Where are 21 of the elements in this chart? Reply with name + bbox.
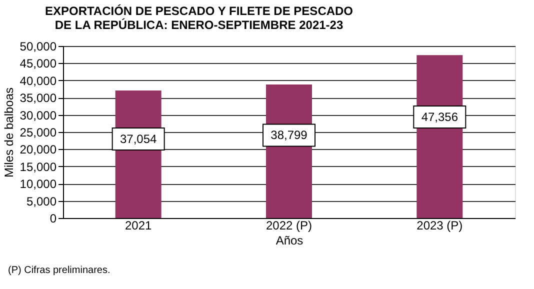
y-tick-label: 25,000 [20, 126, 57, 140]
y-tick-label: 30,000 [20, 108, 57, 122]
y-tick-label: 45,000 [20, 56, 57, 71]
y-tick-label: 10,000 [20, 177, 57, 192]
x-axis-title: Años [276, 234, 304, 248]
x-tick-label: 2022 (P) [266, 218, 312, 232]
y-tick-label: 40,000 [20, 74, 57, 88]
y-tick-label: 5,000 [26, 194, 57, 208]
y-tick-label: 15,000 [20, 160, 57, 174]
text: (P) Cifras preliminares. [8, 265, 110, 276]
x-tick-label: 2021 [124, 218, 152, 232]
y-tick-label: 0 [50, 212, 57, 226]
data-label: 37,054 [120, 132, 158, 146]
data-label: 38,799 [270, 128, 308, 142]
data-label: 47,356 [421, 110, 458, 124]
x-tick-label: 2023 (P) [416, 218, 463, 232]
chart-title: EXPORTACIÓN DE PESCADO Y FILETE DE PESCADO DE LA REPÚBLICA: ENERO-SEPTIEMBRE 2021-23 [44, 4, 354, 32]
y-tick-label: 50,000 [20, 40, 57, 54]
y-axis-title: Miles de balboas [2, 87, 16, 178]
y-tick-label: 35,000 [20, 91, 57, 106]
y-tick-label: 20,000 [20, 142, 57, 157]
